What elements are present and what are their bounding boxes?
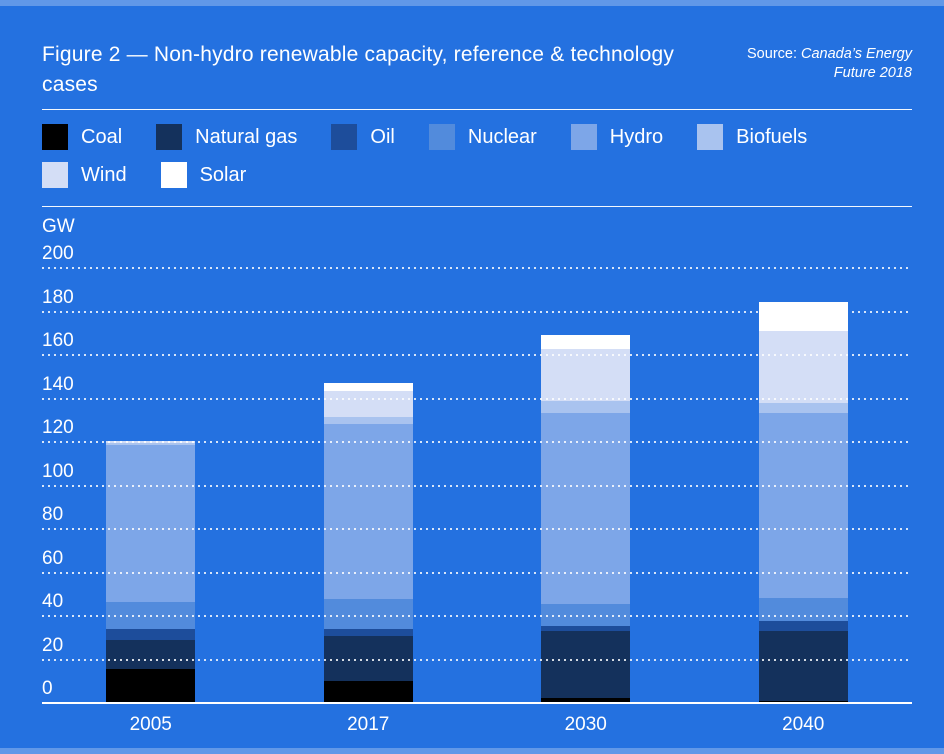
- legend-label-wind: Wind: [81, 164, 127, 186]
- legend-item-wind: Wind: [42, 162, 127, 188]
- y-tick-label-0: 0: [42, 678, 53, 699]
- source-label: Source:: [747, 46, 802, 62]
- legend-item-oil: Oil: [331, 124, 395, 150]
- y-tick-label-80: 80: [42, 504, 64, 525]
- legend-label-oil: Oil: [370, 126, 395, 148]
- legend-swatch-coal: [42, 124, 68, 150]
- legend-label-coal: Coal: [81, 126, 123, 148]
- top-accent-band: [0, 0, 944, 6]
- y-gridline-200: [42, 267, 912, 269]
- chart-area: GW 20 40 60 80 100 120 140 160 180 200 0 2005 2017 20…: [0, 210, 944, 754]
- y-tick-label-20: 20: [42, 634, 64, 656]
- legend: Coal Natural gas Oil Nuclear Hydro Biofuels Wi…: [42, 124, 874, 188]
- bar-2017: [323, 383, 413, 703]
- legend-item-natural-gas: Natural gas: [156, 124, 297, 150]
- y-gridline-100: [42, 484, 912, 487]
- y-tick-label-180: 180: [42, 286, 74, 308]
- bar-2030: [541, 335, 631, 703]
- y-gridline-120: [42, 441, 912, 443]
- legend-item-hydro: Hydro: [570, 124, 664, 150]
- y-tick-label-160: 160: [42, 330, 74, 351]
- bar-segment-solar-2017: [323, 383, 413, 391]
- legend-label-solar: Solar: [199, 164, 247, 186]
- legend-item-biofuels: Biofuels: [697, 124, 807, 150]
- y-tick-label-100: 100: [42, 460, 74, 482]
- source-name: Canada’s Energy Future 2018: [801, 46, 912, 81]
- bar-segment-nuclear-2040: [758, 598, 848, 621]
- bar-segment-nuclear-2017: [323, 599, 413, 629]
- figure-title: Figure 2 — Non-hydro renewable capacity,…: [42, 43, 675, 96]
- bar-segment-wind-2030: [541, 349, 631, 401]
- bar-segment-biofuels-2005: [106, 443, 196, 445]
- y-tick-label-40: 40: [42, 591, 64, 612]
- bar-segment-biofuels-2017: [323, 417, 413, 424]
- source-note: Source: Canada’s Energy Future 2018: [717, 40, 912, 100]
- legend-swatch-biofuels: [697, 124, 724, 150]
- bar-segment-biofuels-2030: [541, 401, 631, 413]
- legend-label-biofuels: Biofuels: [736, 126, 808, 148]
- legend-label-natural-gas: Natural gas: [195, 126, 298, 148]
- legend-swatch-wind: [42, 162, 68, 188]
- legend-item-coal: Coal: [42, 124, 122, 150]
- bar-segment-solar-2030: [541, 335, 631, 349]
- bar-segment-oil-2030: [541, 626, 631, 631]
- bar-2005: [106, 441, 196, 703]
- legend-swatch-oil: [331, 124, 358, 150]
- legend-swatch-solar: [160, 162, 187, 188]
- bar-segment-natural-gas-2040: [758, 631, 848, 701]
- legend-item-nuclear: Nuclear: [428, 124, 537, 150]
- y-tick-label-200: 200: [42, 243, 74, 264]
- y-gridline-60: [42, 571, 912, 574]
- x-axis-label-2017: 2017: [347, 714, 390, 735]
- bar-2040: [758, 302, 848, 703]
- bar-segment-coal-2005: [106, 669, 196, 703]
- bar-segment-coal-2030: [541, 698, 631, 703]
- bar-segment-wind-2017: [323, 391, 413, 417]
- y-gridline-180: [42, 310, 912, 313]
- bar-segment-coal-2017: [323, 681, 413, 703]
- bar-segment-oil-2040: [758, 621, 848, 631]
- title-separator-line: [42, 109, 912, 110]
- bar-segment-wind-2040: [758, 331, 848, 403]
- legend-separator-line: [42, 206, 912, 207]
- y-gridline-140: [42, 397, 912, 400]
- y-gridline-20: [42, 658, 912, 661]
- bar-segment-biofuels-2040: [758, 403, 848, 413]
- y-axis-unit-label: GW: [42, 216, 75, 237]
- bar-segment-natural-gas-2005: [106, 640, 196, 669]
- legend-swatch-hydro: [570, 124, 597, 150]
- x-axis-label-2030: 2030: [564, 714, 607, 735]
- legend-label-nuclear: Nuclear: [467, 126, 537, 148]
- bar-segment-natural-gas-2030: [541, 631, 631, 698]
- legend-item-solar: Solar: [160, 162, 247, 188]
- bar-segment-solar-2040: [758, 302, 848, 331]
- y-tick-label-60: 60: [42, 547, 64, 569]
- x-axis-label-2040: 2040: [782, 714, 825, 735]
- bar-segment-hydro-2005: [106, 445, 196, 602]
- y-gridline-80: [42, 528, 912, 530]
- legend-swatch-nuclear: [428, 124, 455, 150]
- y-tick-label-120: 120: [42, 417, 74, 438]
- x-axis-label-2005: 2005: [129, 714, 172, 735]
- bottom-accent-band: [0, 748, 944, 754]
- y-tick-label-140: 140: [42, 373, 74, 395]
- legend-label-hydro: Hydro: [609, 126, 664, 148]
- bar-segment-hydro-2040: [758, 413, 848, 598]
- bar-segment-oil-2005: [106, 629, 196, 640]
- legend-swatch-natural-gas: [156, 124, 183, 150]
- figure-header: Figure 2 — Non-hydro renewable capacity,…: [42, 40, 912, 100]
- y-gridline-40: [42, 615, 912, 617]
- y-gridline-160: [42, 354, 912, 356]
- x-axis-line: [42, 702, 912, 704]
- bar-segment-hydro-2017: [323, 424, 413, 599]
- bar-segment-oil-2017: [323, 629, 413, 636]
